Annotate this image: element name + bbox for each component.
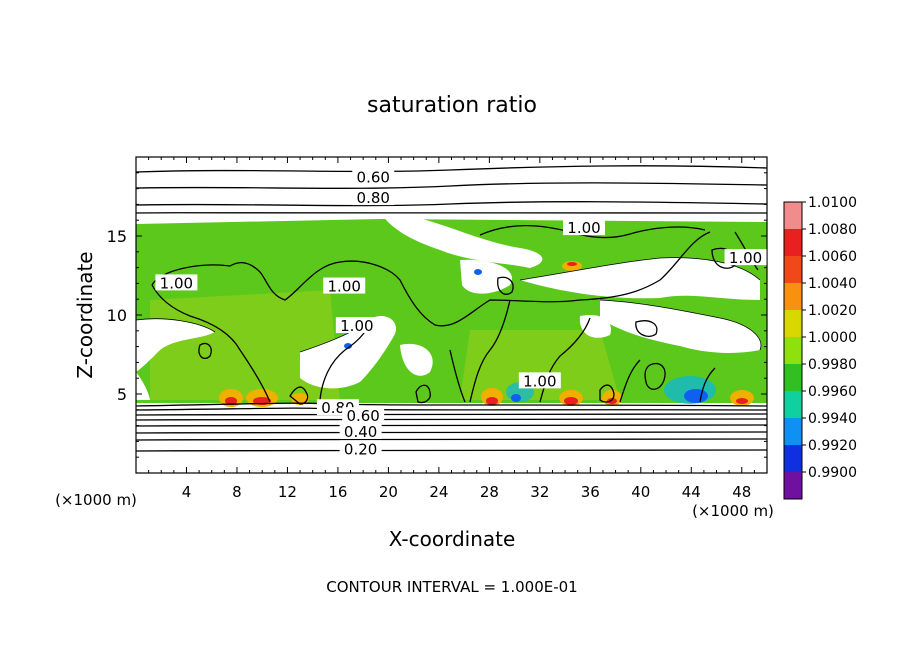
contour-lines xyxy=(136,165,767,452)
axis-ticks xyxy=(136,157,767,473)
contour-label-bg xyxy=(563,219,606,236)
contour-label-bg xyxy=(342,407,385,424)
contour-label: 1.00 xyxy=(729,249,762,267)
white-patch xyxy=(300,315,396,389)
white-patch xyxy=(400,343,433,376)
colorbar-label: 0.9980 xyxy=(808,357,857,373)
contour-label-bg xyxy=(518,372,561,389)
white-patch xyxy=(380,212,543,268)
white-patch xyxy=(520,257,760,300)
plot-field xyxy=(136,157,767,473)
colorbar-swatch xyxy=(784,283,802,310)
colorbar: 1.0100 1.0080 1.0060 1.0040 1.0020 1.0000 0.99… xyxy=(783,195,857,500)
yellow-green-tint xyxy=(150,290,620,400)
colorbar-swatch xyxy=(784,391,802,418)
colorbar-swatch xyxy=(784,310,802,337)
contour-label-bg xyxy=(352,168,395,185)
colorbar-label: 0.9940 xyxy=(808,411,857,427)
y-tick-labels: 5 10 15 xyxy=(107,227,127,404)
x-unit-right: (×1000 m) xyxy=(692,502,774,520)
cool-pockets xyxy=(344,269,716,404)
x-tick-label: 8 xyxy=(232,483,242,501)
x-tick-label: 36 xyxy=(581,483,600,501)
x-tick-label: 40 xyxy=(631,483,650,501)
y-tick-label: 15 xyxy=(107,227,127,246)
x-tick-label: 4 xyxy=(182,483,192,501)
colorbar-swatch xyxy=(784,418,802,445)
x-tick-label: 48 xyxy=(732,483,751,501)
y-tick-label: 10 xyxy=(107,306,127,325)
colorbar-label: 1.0040 xyxy=(808,276,857,292)
contour-label: 0.60 xyxy=(346,407,379,425)
contour-label-bg xyxy=(339,422,382,439)
contour-label: 0.80 xyxy=(357,189,390,207)
colorbar-label: 0.9960 xyxy=(808,384,857,400)
white-patch xyxy=(600,300,761,353)
colorbar-label: 1.0060 xyxy=(808,249,857,265)
white-patch xyxy=(136,372,150,400)
x-tick-label: 24 xyxy=(429,483,448,501)
colorbar-frame xyxy=(783,201,803,500)
x-tick-label: 32 xyxy=(530,483,549,501)
contour-label: 0.40 xyxy=(344,423,377,441)
colorbar-swatch xyxy=(784,364,802,391)
contour-label: 1.00 xyxy=(567,219,600,237)
contour-label-bg xyxy=(155,274,198,291)
colorbar-swatch xyxy=(784,445,802,472)
contour-label: 1.00 xyxy=(340,317,373,335)
x-tick-label: 12 xyxy=(278,483,297,501)
contour-label-bg xyxy=(339,440,382,457)
colorbar-swatch xyxy=(784,472,802,499)
warm-plumes xyxy=(219,261,754,407)
colorbar-label: 0.9900 xyxy=(808,465,857,481)
colorbar-label: 1.0020 xyxy=(808,303,857,319)
x-tick-label: 28 xyxy=(480,483,499,501)
y-tick-label: 5 xyxy=(117,385,127,404)
contour-label-bg xyxy=(323,277,366,294)
contour-label-bg xyxy=(335,317,378,334)
colorbar-swatch xyxy=(784,202,802,229)
colorbar-label: 1.0000 xyxy=(808,330,857,346)
x-axis-label: X-coordinate xyxy=(389,527,516,551)
colorbar-label: 0.9920 xyxy=(808,438,857,454)
colorbar-label: 1.0100 xyxy=(808,195,857,211)
x-tick-label: 20 xyxy=(379,483,398,501)
x-tick-labels: 4 8 12 16 20 24 28 32 36 40 44 48 xyxy=(182,483,752,501)
colorbar-swatch xyxy=(784,337,802,364)
contour-label: 1.00 xyxy=(160,274,193,292)
white-patch xyxy=(579,314,611,338)
contour-label-bg xyxy=(352,189,395,206)
colorbar-swatch xyxy=(784,229,802,256)
x-tick-label: 16 xyxy=(328,483,347,501)
contour-interval-note: CONTOUR INTERVAL = 1.000E-01 xyxy=(326,578,577,596)
x-tick-label: 44 xyxy=(682,483,701,501)
colorbar-swatch xyxy=(784,256,802,283)
white-patch xyxy=(136,318,215,372)
white-patch xyxy=(460,259,512,294)
contour-label-bg xyxy=(724,249,767,266)
y-axis-label: Z-coordinate xyxy=(73,251,97,378)
contour-label: 0.20 xyxy=(344,440,377,458)
contour-label: 0.60 xyxy=(357,169,390,187)
colorbar-label: 1.0080 xyxy=(808,222,857,238)
x-unit-left: (×1000 m) xyxy=(55,491,137,509)
contour-label: 1.00 xyxy=(328,278,361,296)
contour-label: 1.00 xyxy=(523,372,556,390)
contour-labels: 0.600.801.001.001.00 1.001.001.000.800.60… xyxy=(155,168,767,458)
chart-title: saturation ratio xyxy=(367,93,537,118)
